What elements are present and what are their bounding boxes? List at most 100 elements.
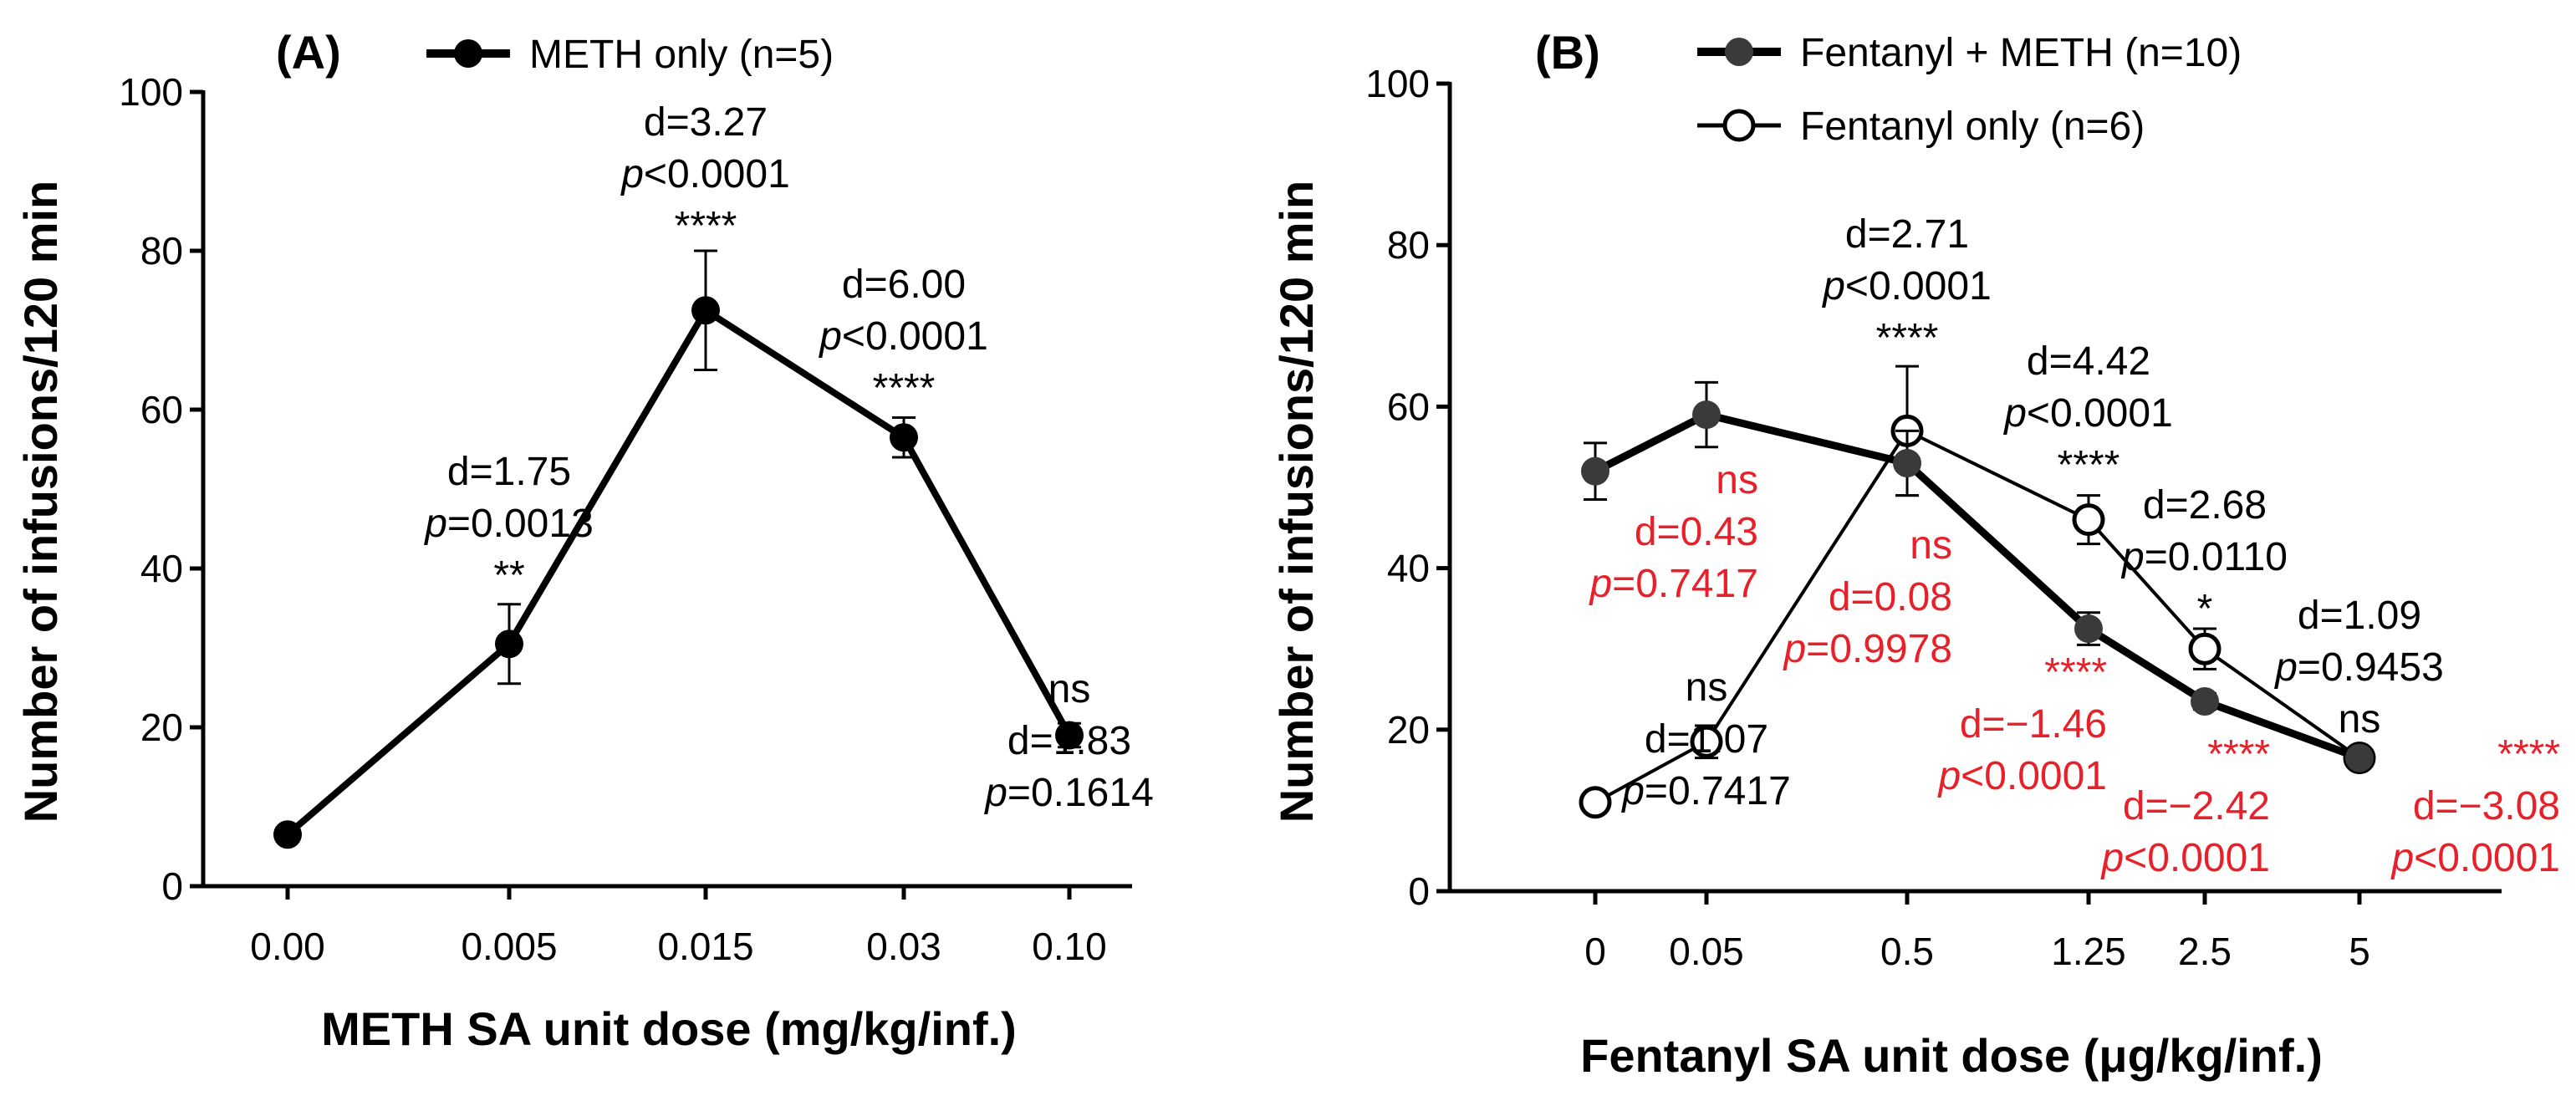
series-line-1	[1594, 429, 2361, 804]
legend-label-fentanyl-meth: Fentanyl + METH (n=10)	[1800, 31, 2242, 75]
legend-label-meth-only: METH only (n=5)	[529, 33, 834, 77]
data-point-1-1	[1690, 725, 1723, 758]
panel-a-axes: 0 20 40 60 80 100 0.00 0.005 0.015 0.03 0.10	[119, 70, 1132, 968]
p-number: <0.0001	[2414, 836, 2560, 880]
y-tick-label-60: 60	[1387, 385, 1430, 428]
p-number: =0.0013	[447, 502, 594, 546]
b-red-annotation-stars-4: ****	[2497, 732, 2560, 777]
x-tick-label-0-005: 0.005	[461, 925, 557, 968]
y-tick-label-40: 40	[140, 547, 183, 590]
y-tick-label-100: 100	[119, 70, 183, 114]
b-red-annotation-p-value-1: p=0.9978	[1782, 627, 1952, 671]
p-symbol: p	[2120, 535, 2145, 579]
p-symbol: p	[1620, 769, 1645, 813]
panel-a-data	[273, 249, 1084, 849]
p-symbol: p	[2390, 836, 2414, 880]
a-annotation-effect-size-1: d=3.27	[644, 100, 768, 145]
b-annotation-p-value-2: p<0.0001	[2002, 391, 2173, 436]
y-tick-label-0: 0	[161, 864, 183, 908]
data-point-0-4	[2191, 686, 2219, 716]
b-annotation-stars-4: ns	[2339, 697, 2381, 742]
data-point-1-0	[1579, 786, 1612, 819]
y-tick-label-80: 80	[140, 229, 183, 273]
y-tick-label-0: 0	[1408, 869, 1430, 913]
data-point-0-3	[2074, 614, 2103, 644]
y-tick-label-80: 80	[1387, 223, 1430, 267]
p-number: =0.9453	[2298, 645, 2444, 690]
y-tick-label-40: 40	[1387, 547, 1430, 590]
data-point-0-1	[495, 630, 523, 659]
p-symbol: p	[423, 502, 447, 546]
a-annotation-p-value-3: p=0.1614	[983, 771, 1154, 815]
x-tick-label-0-015: 0.015	[657, 925, 753, 968]
a-annotation-p-value-0: p=0.0013	[423, 502, 594, 546]
panel-b-tag: (B)	[1535, 26, 1600, 79]
b-red-annotation-stars-1: ns	[1910, 523, 1952, 568]
a-annotation-effect-size-3: d=1.83	[1007, 719, 1131, 763]
y-tick-label-60: 60	[140, 388, 183, 431]
p-number: =0.1614	[1007, 771, 1154, 815]
legend-label-fentanyl-only: Fentanyl only (n=6)	[1800, 105, 2145, 149]
b-red-annotation-effect-size-3: d=−2.42	[2123, 784, 2270, 828]
panel-b-annotations: nsd=1.07p=0.7417d=2.71p<0.0001****d=4.42…	[1588, 212, 2560, 880]
p-number: <0.0001	[1961, 754, 2107, 798]
b-annotation-effect-size-4: d=1.09	[2298, 594, 2421, 638]
x-tick-label-5: 5	[2349, 930, 2370, 973]
b-annotation-effect-size-1: d=2.71	[1845, 212, 1969, 257]
b-red-annotation-stars-0: ns	[1716, 458, 1758, 502]
p-symbol: p	[983, 771, 1007, 815]
p-number: =0.7417	[1645, 769, 1791, 813]
a-annotation-p-value-1: p<0.0001	[620, 152, 790, 196]
data-point-0-5	[2345, 743, 2374, 772]
x-tick-label-0-10: 0.10	[1032, 925, 1107, 968]
b-red-annotation-p-value-4: p<0.0001	[2390, 836, 2560, 880]
b-red-annotation-p-value-2: p<0.0001	[1936, 754, 2107, 798]
p-symbol: p	[818, 314, 842, 359]
y-tick-label-20: 20	[140, 706, 183, 749]
panel-b: (B) Number of infusions/120 min Fentanyl…	[1270, 26, 2560, 1082]
b-red-annotation-p-value-3: p<0.0001	[2099, 836, 2270, 880]
a-annotation-stars-0: **	[493, 553, 524, 598]
data-point-0-3	[890, 423, 918, 452]
panel-a-tag: (A)	[276, 26, 341, 79]
a-annotation-stars-3: ns	[1048, 667, 1091, 711]
b-annotation-p-value-0: p=0.7417	[1620, 769, 1791, 813]
b-red-annotation-effect-size-1: d=0.08	[1829, 575, 1952, 619]
p-symbol: p	[1821, 264, 1845, 308]
p-number: =0.7417	[1612, 562, 1758, 606]
b-red-annotation-p-value-0: p=0.7417	[1588, 562, 1758, 606]
x-tick-label-0-05: 0.05	[1669, 930, 1744, 973]
b-annotation-p-value-3: p=0.0110	[2120, 535, 2288, 579]
a-annotation-p-value-2: p<0.0001	[818, 314, 988, 359]
panel-b-data	[1579, 364, 2376, 819]
b-red-annotation-stars-2: ****	[2044, 650, 2107, 695]
data-point-0-1	[1692, 400, 1721, 430]
b-annotation-p-value-4: p=0.9453	[2273, 645, 2444, 690]
y-tick-label-100: 100	[1365, 62, 1430, 105]
b-red-annotation-effect-size-0: d=0.43	[1635, 510, 1758, 554]
data-point-0-4	[1055, 721, 1084, 750]
p-symbol: p	[1782, 627, 1806, 671]
panel-b-axes: 0 20 40 60 80 100 0 0.05 0.5 1.25 2.5 5	[1365, 62, 2502, 973]
panel-a: (A) Number of infusions/120 min METH SA …	[14, 26, 1154, 1055]
a-annotation-stars-1: ****	[675, 204, 737, 248]
p-number: =0.9978	[1806, 627, 1952, 671]
data-point-0-0	[1581, 456, 1609, 486]
data-point-1-3	[2072, 503, 2105, 537]
b-annotation-p-value-1: p<0.0001	[1821, 264, 1992, 308]
x-tick-label-0-5: 0.5	[1880, 930, 1934, 973]
p-symbol: p	[620, 152, 644, 196]
p-number: <0.0001	[2124, 836, 2270, 880]
legend-marker-fentanyl-only	[1722, 109, 1756, 142]
data-point-1-4	[2188, 632, 2221, 665]
data-point-0-2	[691, 296, 720, 325]
p-number: =0.0110	[2145, 535, 2288, 579]
panel-a-x-axis-title: METH SA unit dose (mg/kg/inf.)	[321, 1002, 1017, 1055]
x-tick-label-0: 0	[1584, 930, 1606, 973]
panel-b-legend: Fentanyl + METH (n=10) Fentanyl only (n=…	[1697, 31, 2242, 149]
p-symbol: p	[2099, 836, 2124, 880]
b-annotation-stars-3: *	[2197, 587, 2213, 631]
a-annotation-effect-size-2: d=6.00	[842, 263, 966, 307]
p-number: <0.0001	[842, 314, 988, 359]
